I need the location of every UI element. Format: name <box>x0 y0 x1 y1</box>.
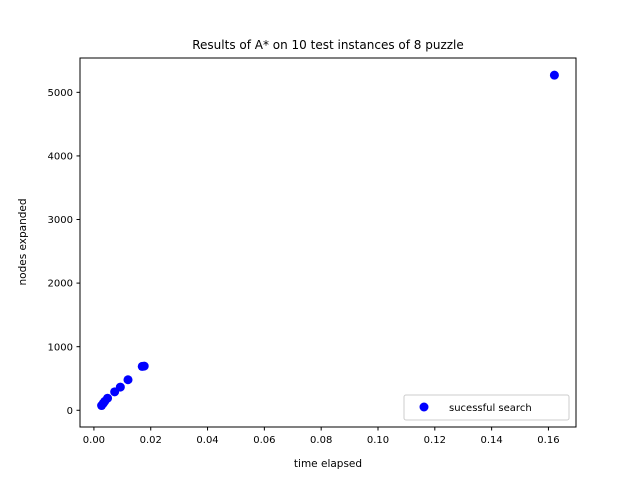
legend-box <box>403 394 570 421</box>
y-axis-title: nodes expanded <box>17 198 29 285</box>
x-tick-label: 0.00 <box>83 435 105 446</box>
legend-marker <box>419 402 429 412</box>
x-tick-label: 0.04 <box>196 435 218 446</box>
legend-label: sucessful search <box>449 403 532 414</box>
x-tick-label: 0.16 <box>537 435 559 446</box>
data-point <box>103 393 113 403</box>
y-tick-label: 1000 <box>48 342 73 353</box>
x-tick-label: 0.08 <box>310 435 332 446</box>
data-point <box>115 382 125 392</box>
y-tick-label: 4000 <box>48 152 73 163</box>
y-axis: 0 1000 2000 3000 4000 5000 <box>48 88 80 417</box>
y-tick-label: 5000 <box>48 88 73 99</box>
plot-frame <box>79 57 577 428</box>
y-tick-label: 0 <box>67 406 73 417</box>
legend: sucessful search <box>403 394 570 421</box>
data-point <box>139 361 149 371</box>
scatter-points <box>97 70 559 411</box>
x-tick-label: 0.02 <box>140 435 162 446</box>
x-tick-label: 0.12 <box>424 435 446 446</box>
y-tick-label: 3000 <box>48 215 73 226</box>
data-point <box>123 375 133 385</box>
data-point <box>549 70 559 80</box>
x-tick-label: 0.06 <box>253 435 275 446</box>
x-tick-label: 0.14 <box>480 435 502 446</box>
x-axis-title: time elapsed <box>294 458 362 470</box>
x-tick-label: 0.10 <box>367 435 389 446</box>
y-tick-label: 2000 <box>48 279 73 290</box>
x-axis: 0.00 0.02 0.04 0.06 0.08 0.10 0.12 0.14 0.16 <box>83 427 560 446</box>
chart-title: Results of A* on 10 test instances of 8 … <box>192 38 464 52</box>
